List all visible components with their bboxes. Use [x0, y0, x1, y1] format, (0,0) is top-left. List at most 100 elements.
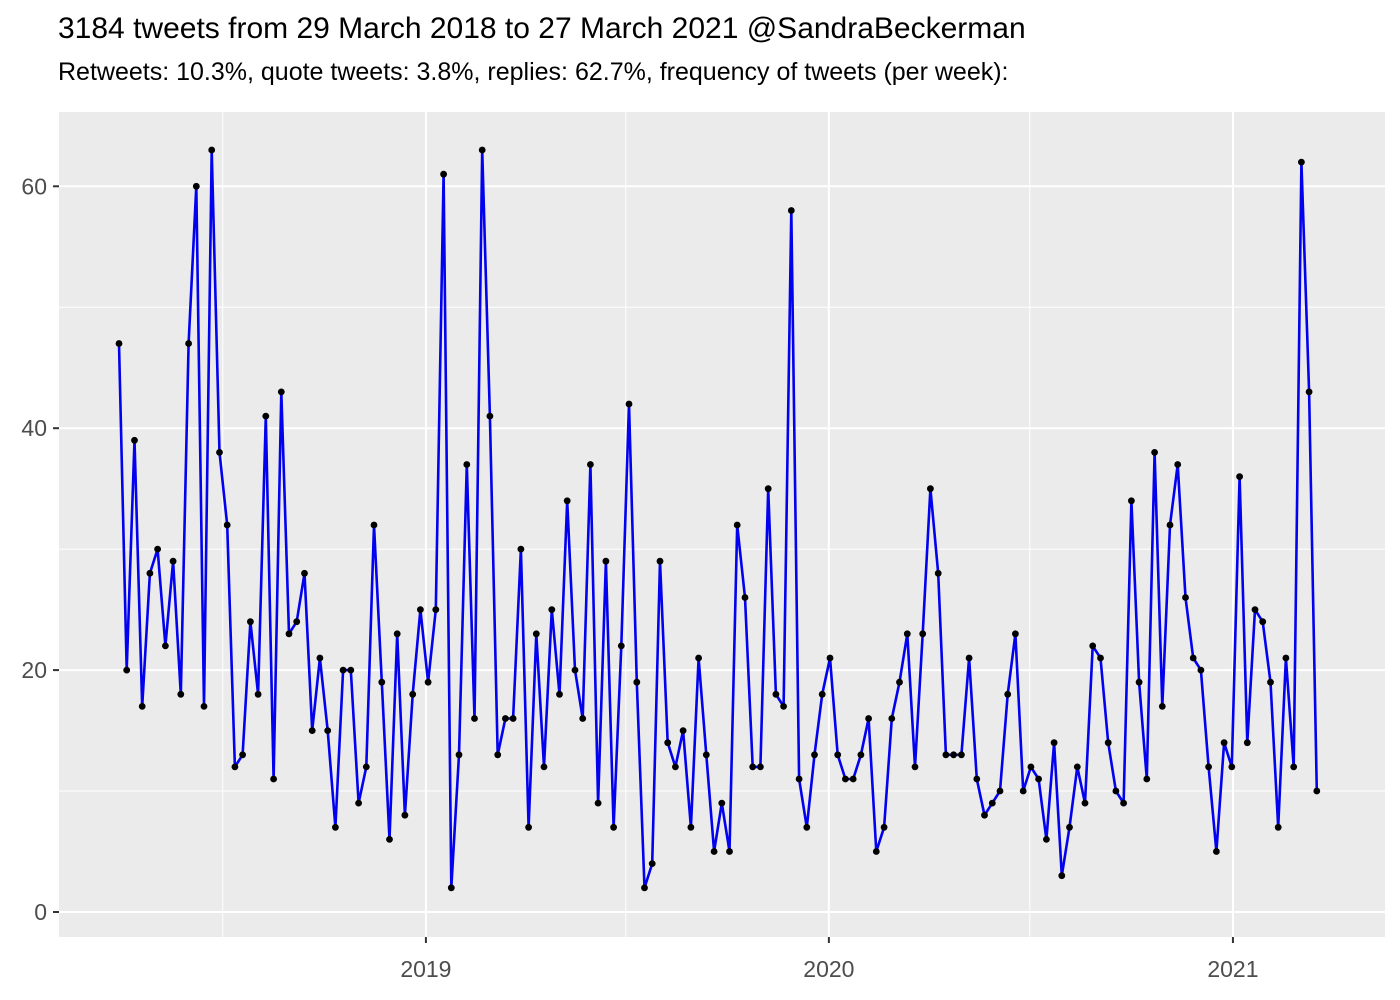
data-point [656, 557, 664, 565]
data-point [772, 690, 780, 698]
data-point [463, 461, 471, 468]
data-point [872, 848, 880, 855]
data-point [1228, 763, 1236, 771]
data-point [795, 775, 803, 783]
data-point [532, 630, 540, 638]
data-point [919, 630, 927, 638]
data-point [741, 594, 749, 601]
data-point [277, 388, 285, 396]
data-point [934, 569, 942, 577]
data-point [308, 727, 316, 734]
data-point [787, 207, 795, 214]
data-point [1290, 763, 1298, 771]
x-axis-label: 2020 [803, 956, 854, 982]
data-point [625, 400, 633, 408]
data-point [1058, 872, 1066, 880]
data-point [1205, 763, 1212, 771]
data-point [556, 690, 563, 698]
y-axis-label: 60 [21, 173, 47, 199]
data-point [223, 521, 231, 529]
data-point [1027, 763, 1035, 771]
data-point [1267, 678, 1274, 686]
data-point [1073, 763, 1081, 771]
data-point [1089, 642, 1097, 650]
data-point [440, 170, 447, 178]
data-point [386, 836, 393, 843]
data-point [942, 751, 950, 759]
data-point [726, 848, 733, 855]
data-point [1104, 739, 1112, 747]
data-point [563, 497, 571, 505]
data-point [764, 485, 772, 493]
data-point [424, 678, 432, 686]
data-point [548, 606, 556, 613]
data-point [169, 557, 177, 565]
data-point [192, 182, 200, 190]
data-point [285, 630, 293, 638]
data-point [1274, 823, 1282, 831]
data-point [1097, 654, 1104, 662]
data-point [617, 642, 625, 650]
data-point [579, 715, 587, 722]
chart-title: 3184 tweets from 29 March 2018 to 27 Mar… [58, 12, 1026, 45]
data-point [896, 678, 903, 686]
data-point [610, 823, 617, 831]
panel-background [59, 112, 1385, 937]
data-point [1259, 618, 1267, 626]
data-point [1004, 690, 1012, 698]
data-point [780, 703, 787, 710]
data-point [1298, 158, 1305, 166]
data-point [525, 823, 532, 831]
data-point [1251, 606, 1259, 613]
data-point [1050, 739, 1058, 747]
data-point [1189, 654, 1197, 662]
data-point [587, 461, 594, 468]
data-point [927, 485, 934, 493]
y-axis-label: 20 [21, 657, 47, 683]
data-point [1151, 449, 1158, 456]
data-point [1012, 630, 1019, 638]
data-point [393, 630, 401, 638]
data-point [162, 642, 169, 650]
data-point [1182, 594, 1189, 601]
data-point [880, 823, 888, 831]
data-point [1282, 654, 1290, 662]
data-point [324, 727, 332, 734]
data-point [710, 848, 718, 855]
data-point [355, 799, 362, 807]
data-point [672, 763, 679, 771]
data-point [247, 618, 254, 626]
data-point [695, 654, 702, 662]
data-point [965, 654, 973, 662]
data-point [1143, 775, 1151, 783]
data-point [718, 799, 726, 807]
data-point [857, 751, 865, 759]
data-point [996, 787, 1004, 795]
data-point [1066, 823, 1073, 831]
y-axis-label: 40 [21, 415, 47, 441]
data-point [447, 884, 455, 892]
data-point [911, 763, 919, 771]
data-point [270, 775, 277, 783]
data-point [478, 146, 486, 154]
data-point [950, 751, 957, 759]
data-point [571, 666, 579, 674]
data-point [687, 823, 695, 831]
data-point [185, 340, 193, 347]
data-point [749, 763, 757, 771]
x-axis-label: 2021 [1207, 956, 1258, 982]
data-point [455, 751, 463, 759]
data-point [316, 654, 324, 662]
data-point [664, 739, 672, 747]
data-point [988, 799, 996, 807]
data-point [208, 146, 216, 154]
data-point [115, 340, 123, 347]
data-point [417, 606, 424, 613]
data-point [471, 715, 478, 722]
data-point [1197, 666, 1205, 674]
data-point [231, 763, 239, 771]
data-point [888, 715, 896, 722]
data-point [494, 751, 502, 759]
